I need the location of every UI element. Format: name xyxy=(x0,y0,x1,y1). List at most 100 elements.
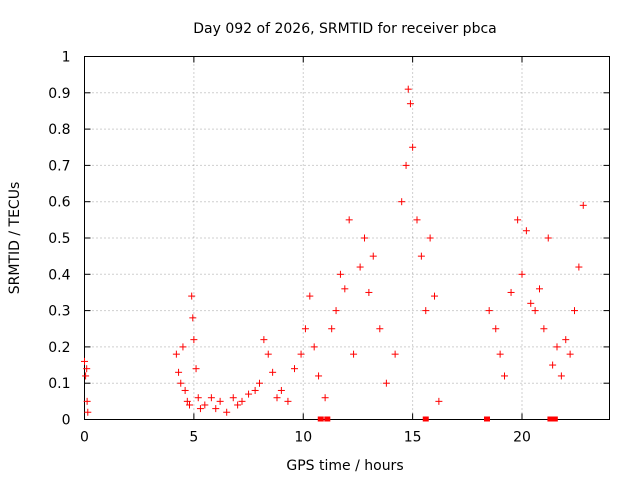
data-point xyxy=(376,325,384,333)
data-point xyxy=(341,285,349,293)
data-point xyxy=(260,336,268,344)
data-point xyxy=(264,350,272,358)
data-point xyxy=(356,263,364,271)
data-point xyxy=(82,372,90,380)
data-point xyxy=(507,288,515,296)
data-point xyxy=(328,325,336,333)
data-point xyxy=(531,307,539,315)
zero-marker xyxy=(484,416,490,422)
y-tick-label: 0.9 xyxy=(48,86,70,102)
data-point xyxy=(310,343,318,351)
data-point xyxy=(238,397,246,405)
data-point xyxy=(277,386,285,394)
data-point xyxy=(332,307,340,315)
x-ticks: 0 5 10 15 20 xyxy=(80,56,531,446)
data-point xyxy=(201,401,209,409)
y-tick-label: 1 xyxy=(62,50,71,66)
x-tick-label: 20 xyxy=(513,430,531,446)
data-point xyxy=(183,397,191,405)
data-point xyxy=(251,386,259,394)
data-point xyxy=(345,216,353,224)
data-point xyxy=(273,394,281,402)
data-points xyxy=(81,85,587,422)
data-point xyxy=(496,350,504,358)
data-point xyxy=(485,307,493,315)
y-tick-label: 0.5 xyxy=(48,231,70,247)
data-point xyxy=(557,372,565,380)
data-point xyxy=(196,405,204,413)
data-point xyxy=(406,100,414,108)
data-point xyxy=(404,85,412,93)
data-point xyxy=(431,292,438,300)
data-point xyxy=(514,216,522,224)
data-point xyxy=(549,361,557,369)
data-point xyxy=(216,397,224,405)
data-point xyxy=(315,372,323,380)
data-point xyxy=(417,252,425,260)
y-ticks: 0 0.1 0.2 0.3 0.4 0.5 0.6 0.7 0.8 0.9 1 xyxy=(48,50,610,429)
zero-marker xyxy=(551,416,558,422)
data-point xyxy=(501,372,508,380)
data-point xyxy=(189,314,197,322)
data-point xyxy=(391,350,399,358)
data-point xyxy=(306,292,314,300)
grid xyxy=(84,56,610,420)
data-point xyxy=(223,408,231,416)
y-tick-label: 0.3 xyxy=(48,304,70,320)
x-tick-label: 15 xyxy=(404,430,422,446)
data-point xyxy=(229,394,237,402)
data-point xyxy=(361,234,368,242)
zero-marker xyxy=(422,416,429,422)
data-point xyxy=(492,325,500,333)
data-point xyxy=(553,343,561,351)
data-point xyxy=(301,325,309,333)
data-point xyxy=(297,350,305,358)
data-point xyxy=(175,368,183,376)
data-point xyxy=(540,325,548,333)
y-tick-label: 0.8 xyxy=(48,122,70,138)
data-point xyxy=(186,401,193,409)
chart-title: Day 092 of 2026, SRMTID for receiver pbc… xyxy=(193,21,496,37)
data-point xyxy=(291,365,298,373)
data-point xyxy=(190,336,198,344)
data-point xyxy=(536,285,543,293)
data-point xyxy=(522,227,530,235)
y-axis-label: SRMTID / TECUs xyxy=(7,182,23,295)
data-point xyxy=(409,143,417,151)
data-point xyxy=(83,397,91,405)
y-tick-label: 0.4 xyxy=(48,267,70,283)
data-point xyxy=(422,307,430,315)
data-point xyxy=(179,343,187,351)
data-point xyxy=(284,397,292,405)
data-point xyxy=(402,161,410,169)
data-point xyxy=(84,408,92,416)
data-point xyxy=(81,357,88,365)
data-point xyxy=(234,401,242,409)
data-point xyxy=(426,234,434,242)
data-point xyxy=(527,299,535,307)
plot-frame xyxy=(84,56,610,420)
data-point xyxy=(398,198,406,206)
data-point xyxy=(369,252,377,260)
data-point xyxy=(562,336,570,344)
x-tick-label: 0 xyxy=(80,430,89,446)
data-point xyxy=(518,270,526,278)
data-point xyxy=(83,365,91,373)
data-point xyxy=(207,394,215,402)
data-point xyxy=(365,288,373,296)
data-point xyxy=(177,379,185,387)
data-point xyxy=(336,270,344,278)
zero-marker xyxy=(324,416,331,422)
data-point xyxy=(566,350,574,358)
y-tick-label: 0.7 xyxy=(48,158,70,174)
data-point xyxy=(172,350,180,358)
y-tick-label: 0.6 xyxy=(48,195,70,211)
data-point xyxy=(192,365,200,373)
zero-marker xyxy=(317,416,324,422)
data-point xyxy=(571,307,578,315)
y-tick-label: 0.1 xyxy=(48,376,70,392)
data-point xyxy=(194,394,202,402)
data-point xyxy=(269,368,277,376)
axes xyxy=(84,56,610,420)
